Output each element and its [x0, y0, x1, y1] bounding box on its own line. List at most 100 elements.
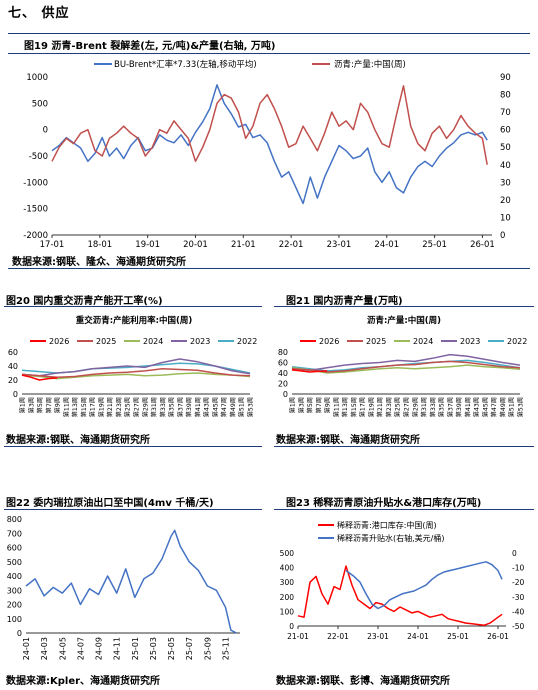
chart-20-x-tick-label: 第23周: [115, 397, 123, 417]
chart-21-x-tick-label: 第43周: [473, 397, 481, 417]
chart-20-subtitle: 重交沥青:产能利用率:中国(周): [76, 315, 193, 326]
chart-22-y-tick-label: 0: [17, 629, 22, 638]
chart-19-right-tick-label: 0: [500, 231, 505, 241]
chart-21-x-tick-label: 第37周: [446, 397, 454, 417]
chart-20-legend-label-2026: 2026: [49, 337, 69, 346]
chart-20-y-tick-label: 60: [8, 348, 18, 357]
chart-21-y-tick-label: 20: [278, 380, 288, 389]
chart-19-left-tick-label: 500: [32, 99, 48, 109]
figure-19-top-rule: [8, 33, 530, 34]
chart-22-y-tick-label: 400: [7, 572, 22, 581]
figure-23-source: 数据来源:钢联、彭博、海通期货研究所: [276, 676, 450, 687]
chart-19-right-tick-label: 70: [500, 108, 511, 118]
chart-23-legend: 稀释沥青:港口库存:中国(周) 稀释沥青升贴水(右轴,美元/桶): [318, 520, 444, 543]
chart-21-x-tick-label: 第49周: [499, 397, 507, 417]
chart-21-series-line-2025: [291, 360, 521, 373]
chart-22-x-tick-label: 25-11: [221, 637, 230, 660]
chart-19-left-tick-label: -500: [29, 152, 48, 162]
chart-21-x-tick-label: 第3周: [297, 397, 305, 413]
chart-21-x-tick-label: 第7周: [315, 397, 323, 413]
chart-19-right-tick-label: 60: [500, 126, 511, 136]
chart-22-x-tick-label: 24-09: [95, 637, 104, 660]
figure-21-title-rule: [274, 306, 534, 307]
chart-20-legend-label-2022: 2022: [237, 337, 257, 346]
chart-22-x-tick-label: 24-07: [76, 637, 85, 660]
chart-19-legend: BU-Brent*汇率*7.33(左轴,移动平均) 沥青:产量:中国(周): [94, 59, 406, 70]
chart-19-series-line-series: [51, 85, 488, 165]
chart-22-y-tick-label: 700: [7, 529, 22, 538]
chart-20-x-tick-label: 第47周: [220, 397, 228, 417]
chart-21-x-tick-label: 第53周: [517, 397, 525, 417]
chart-22-y-tick-label: 300: [7, 586, 22, 595]
chart-19-x-tick-label: 19-01: [135, 240, 160, 250]
chart-23-x-tick-label: 22-01: [327, 632, 349, 641]
chart-23-left-tick-label: 300: [280, 578, 295, 587]
chart-20-x-tick-label: 第15周: [80, 397, 88, 417]
chart-19-x-tick-label: 17-01: [40, 240, 65, 250]
chart-23-x-tick-label: 24-01: [407, 632, 429, 641]
chart-20-series-line-2023: [21, 358, 251, 377]
chart-21-x-tick-label: 第45周: [481, 397, 489, 417]
chart-21-x-tick-label: 第39周: [455, 397, 463, 417]
chart-21-x-tick-label: 第15周: [350, 397, 358, 417]
chart-21-x-tick-label: 第21周: [376, 397, 384, 417]
legend-label-asphalt-output: 沥青:产量:中国(周): [334, 59, 406, 70]
chart-22-x-tick-label: 25-05: [167, 637, 176, 660]
chart-23-left-tick-label: 100: [280, 607, 295, 616]
chart-20-y-tick-label: 20: [8, 376, 18, 385]
chart-21-y-tick-label: 80: [278, 348, 288, 357]
chart-20-x-tick-label: 第31周: [150, 397, 158, 417]
chart-20-series-line-2026: [21, 374, 58, 381]
chart-21-subtitle: 沥青:产量:中国(周): [367, 315, 441, 326]
chart-21-x-tick-label: 第41周: [464, 397, 472, 417]
chart-20: 重交沥青:产能利用率:中国(周) 2026 2025 2024 2023 2022 0 2…: [8, 315, 258, 417]
chart-20-x-tick-label: 第29周: [141, 397, 149, 417]
figure-20-title-rule: [4, 306, 262, 307]
chart-23-right-tick-label: -30: [512, 593, 524, 602]
chart-21-x-tick-label: 第33周: [429, 397, 437, 417]
chart-22-y-tick-label: 500: [7, 558, 22, 567]
chart-20-x-tick-label: 第3周: [27, 397, 35, 413]
figure-23-title-rule: [274, 509, 534, 510]
chart-21-x-tick-label: 第23周: [385, 397, 393, 417]
chart-19-x-tick-label: 21-01: [231, 240, 256, 250]
chart-20-x-tick-label: 第25周: [124, 397, 132, 417]
chart-21-x-tick-label: 第19周: [367, 397, 375, 417]
figure-19-bottom-rule: [8, 268, 530, 269]
chart-23-x-tick-label: 26-01: [487, 632, 509, 641]
chart-19-right-tick-label: 40: [500, 161, 511, 171]
chart-21-x-tick-label: 第35周: [438, 397, 446, 417]
figure-20-bottom-rule: [4, 446, 262, 447]
chart-19-right-tick-label: 50: [500, 143, 511, 153]
chart-23-right-tick-label: -40: [512, 607, 524, 616]
chart-21-x-tick-label: 第25周: [394, 397, 402, 417]
figure-20-title: 图20 国内重交沥青产能开工率(%): [6, 296, 163, 307]
chart-19-x-tick-label: 25-01: [422, 240, 447, 250]
chart-22-x-tick-label: 25-01: [131, 637, 140, 660]
chart-22-y-tick-label: 100: [7, 615, 22, 624]
chart-20-legend-label-2024: 2024: [143, 337, 163, 346]
chart-20-x-tick-label: 第21周: [106, 397, 114, 417]
chart-21-series-line-2023: [291, 353, 521, 372]
chart-21-y-tick-label: 40: [278, 369, 288, 378]
chart-20-x-tick-label: 第43周: [203, 397, 211, 417]
chart-23-series-line-series: [345, 561, 503, 610]
chart-20-x-tick-label: 第9周: [54, 397, 62, 413]
chart-20-legend-label-2025: 2025: [96, 337, 116, 346]
chart-21-x-tick-label: 第11周: [332, 397, 340, 417]
chart-23-left-tick-label: 400: [280, 564, 295, 573]
chart-21: 沥青:产量:中国(周) 2026 2025 2024 2023 2022 020 4060…: [278, 315, 528, 417]
chart-23-series-line-series: [297, 565, 503, 627]
chart-19-right-tick-label: 20: [500, 196, 511, 206]
chart-20-x-tick-label: 第37周: [176, 397, 184, 417]
chart-20-x-tick-label: 第39周: [185, 397, 193, 417]
chart-21-y-tick-label: 60: [278, 359, 288, 368]
chart-19-series-line-bu-brent-7-33: [51, 84, 488, 205]
chart-21-legend-label-2025: 2025: [366, 337, 386, 346]
chart-19-x-tick-label: 26-01: [470, 240, 495, 250]
chart-19-x-tick-label: 22-01: [279, 240, 304, 250]
chart-22-y-tick-label: 200: [7, 601, 22, 610]
figure-22-title: 图22 委内瑞拉原油出口至中国(4mv 千桶/天): [6, 498, 214, 509]
chart-19-right-tick-label: 90: [500, 73, 511, 83]
chart-23-right-tick-label: -50: [512, 622, 524, 631]
